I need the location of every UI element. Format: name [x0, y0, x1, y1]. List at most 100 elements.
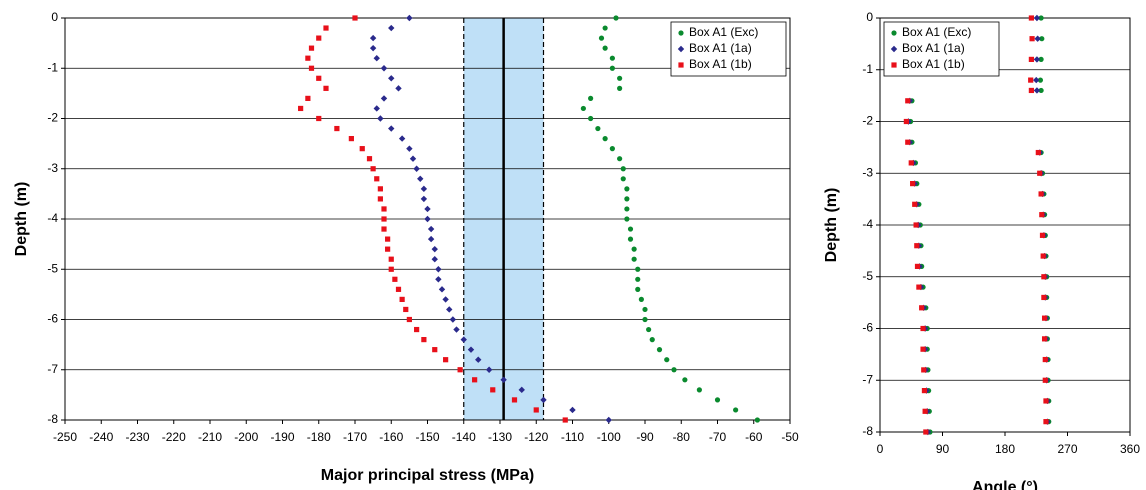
point	[467, 346, 475, 353]
point	[1043, 398, 1049, 404]
point	[449, 316, 457, 323]
point	[381, 216, 387, 222]
point	[460, 336, 467, 343]
point	[438, 286, 446, 293]
point	[377, 196, 383, 202]
y-tick-label: 0	[51, 10, 58, 24]
y-tick-label: -1	[47, 60, 58, 74]
point	[427, 225, 435, 233]
point	[617, 85, 623, 91]
point	[369, 44, 377, 52]
y-tick-label: -2	[862, 114, 873, 128]
point	[921, 388, 928, 394]
y-tick-label: -2	[47, 111, 58, 125]
point	[453, 326, 460, 333]
point	[635, 266, 641, 272]
point	[912, 201, 918, 207]
point	[1042, 356, 1048, 363]
point	[905, 98, 911, 104]
point	[500, 376, 507, 383]
point	[714, 397, 721, 403]
x-tick-label: -100	[597, 430, 621, 444]
point	[370, 166, 376, 172]
point	[1033, 14, 1041, 22]
point	[380, 65, 388, 72]
point	[413, 165, 420, 172]
x-tick-label: -110	[561, 430, 584, 444]
y-tick-label: 0	[866, 10, 873, 24]
point	[398, 135, 406, 142]
point	[431, 245, 438, 253]
legend-label: Box A1 (1a)	[902, 41, 965, 55]
point	[656, 347, 663, 353]
point	[609, 146, 615, 152]
point	[485, 366, 493, 373]
legend-box	[883, 21, 1000, 77]
point	[414, 326, 420, 333]
legend-marker	[891, 30, 897, 36]
x-tick-label: -120	[524, 430, 548, 444]
point	[420, 185, 428, 193]
point	[919, 305, 925, 311]
point	[921, 367, 927, 373]
point	[1039, 36, 1045, 42]
point	[420, 195, 428, 203]
point	[1042, 377, 1048, 383]
point	[399, 296, 405, 302]
point	[624, 186, 630, 192]
point	[1038, 87, 1044, 94]
legend-label: Box A1 (Exc)	[902, 25, 971, 39]
point	[598, 35, 605, 41]
point	[624, 206, 630, 212]
point	[624, 196, 630, 202]
point	[1041, 336, 1048, 342]
y-tick-label: -6	[47, 312, 58, 326]
point	[602, 45, 608, 51]
legend-label: Box A1 (1b)	[902, 57, 965, 71]
point	[1033, 76, 1040, 84]
point	[1043, 419, 1049, 425]
point	[682, 377, 688, 383]
point	[905, 139, 911, 145]
x-tick-label: -180	[307, 430, 331, 444]
point	[395, 286, 402, 292]
point	[916, 284, 922, 290]
y-tick-label: -8	[47, 412, 58, 426]
legend-marker	[890, 45, 898, 53]
x-tick-label: -150	[415, 430, 439, 444]
legend-marker	[677, 45, 685, 53]
point	[1038, 56, 1044, 63]
point	[635, 276, 641, 282]
point	[388, 75, 395, 82]
y-tick-label: -3	[862, 165, 873, 179]
point	[323, 85, 329, 91]
point	[602, 136, 608, 142]
legend-label: Box A1 (Exc)	[689, 25, 758, 39]
point	[409, 155, 417, 162]
point	[308, 45, 315, 51]
x-tick-label: 180	[995, 442, 1015, 456]
point	[913, 222, 919, 228]
point	[923, 429, 929, 435]
point	[605, 416, 612, 424]
point	[392, 276, 398, 282]
point	[540, 396, 547, 404]
point	[646, 326, 652, 333]
point	[642, 306, 648, 313]
point	[403, 306, 409, 313]
point	[1041, 294, 1047, 301]
y-tick-label: -6	[862, 321, 873, 335]
point	[914, 263, 921, 269]
point	[308, 65, 315, 71]
y-tick-label: -7	[862, 372, 873, 386]
point	[406, 14, 413, 22]
point	[627, 226, 634, 232]
y-axis-label: Depth (m)	[13, 182, 30, 257]
x-tick-label: -80	[673, 430, 691, 444]
point	[381, 226, 387, 232]
x-tick-label: -170	[343, 430, 367, 444]
y-axis-label: Depth (m)	[823, 188, 840, 263]
point	[305, 55, 311, 61]
point	[588, 95, 594, 101]
